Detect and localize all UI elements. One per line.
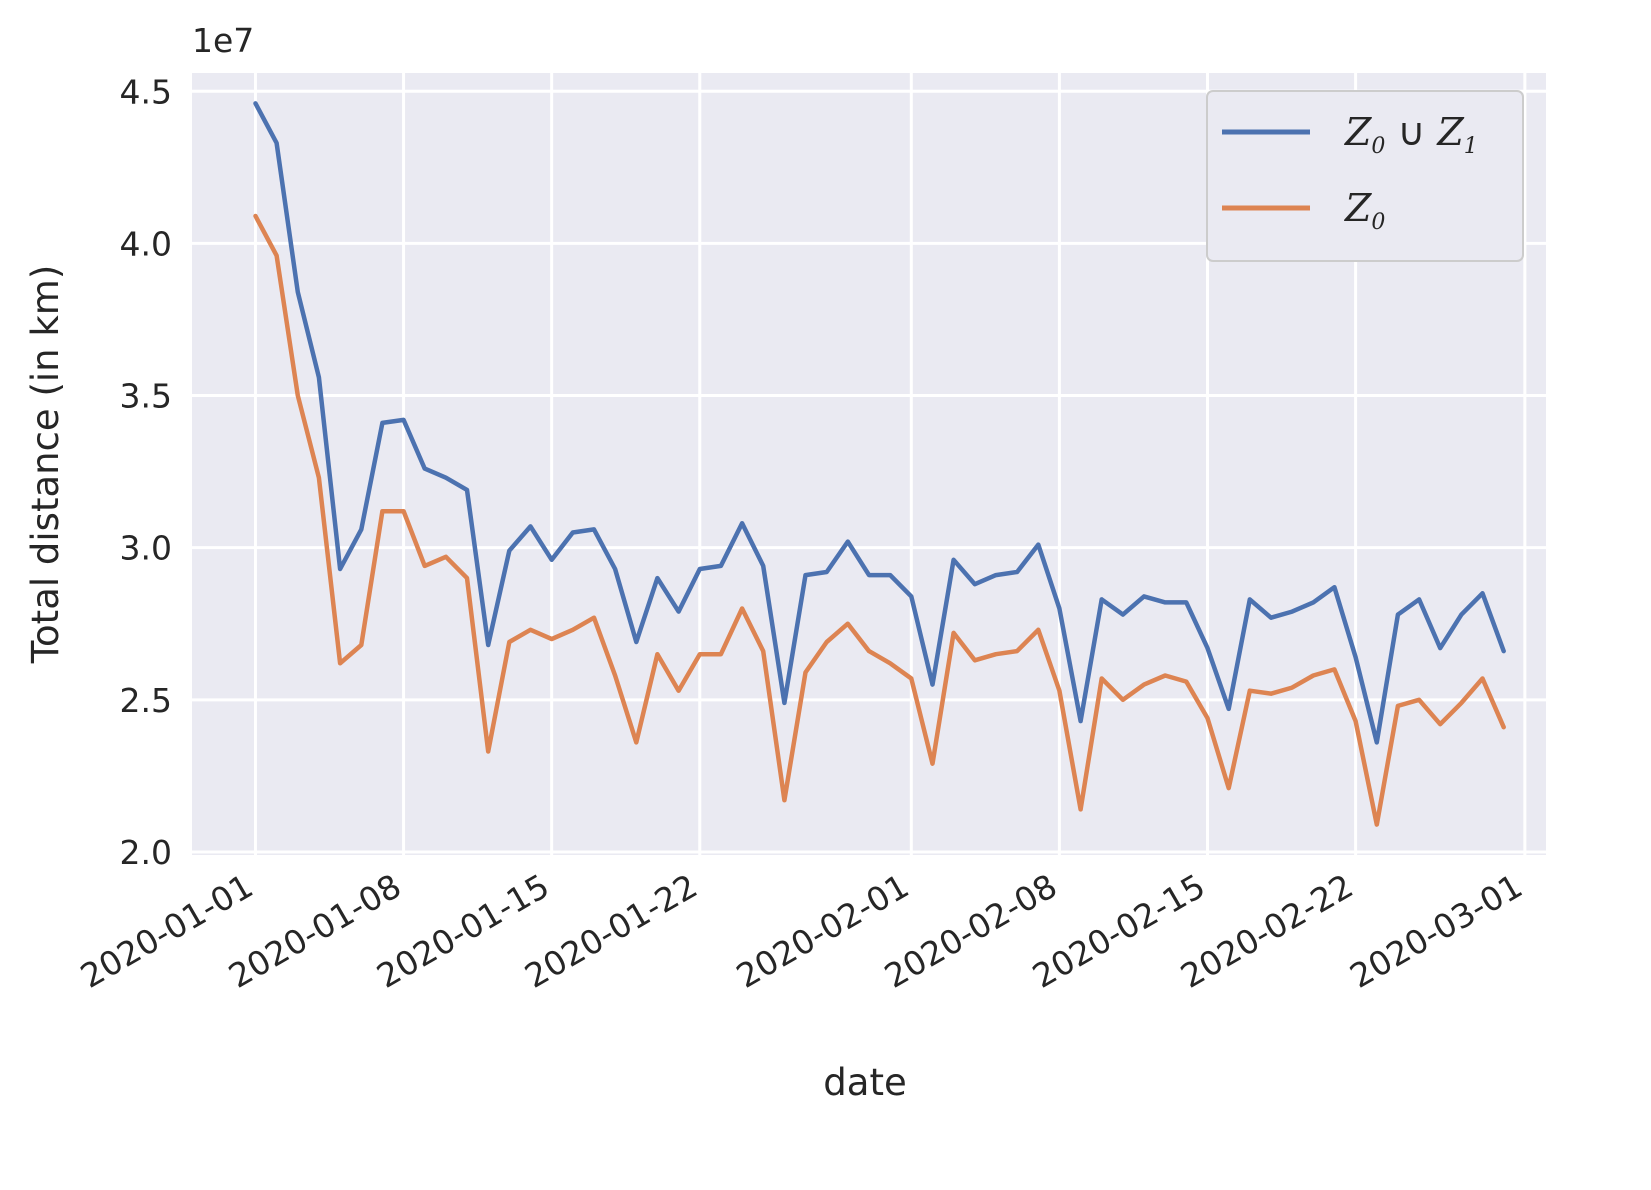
y-tick-label: 4.5 — [120, 72, 172, 111]
series-line-2 — [253, 213, 1506, 827]
y-tick-label: 2.5 — [120, 681, 172, 720]
y-tick-label: 4.0 — [120, 224, 172, 263]
y-axis-title: Total distance (in km) — [24, 265, 67, 665]
legend: Z0 ∪ Z1 Z0 — [1206, 90, 1524, 262]
series-lines — [253, 101, 1506, 827]
legend-label-series-2: Z0 — [1344, 186, 1385, 235]
legend-label-series-1: Z0 ∪ Z1 — [1344, 110, 1478, 159]
x-tick-labels: 2020-01-012020-01-082020-01-152020-01-22… — [74, 866, 1529, 996]
series-line-1 — [253, 101, 1506, 745]
x-axis-title: date — [823, 1061, 906, 1104]
x-tick-label: 2020-03-01 — [1343, 866, 1529, 996]
y-tick-label: 2.0 — [120, 833, 172, 872]
y-tick-labels: 2.0 2.5 3.0 3.5 4.0 4.5 — [120, 72, 172, 872]
y-tick-label: 3.5 — [120, 377, 172, 416]
y-offset-label: 1e7 — [192, 21, 254, 60]
y-tick-label: 3.0 — [120, 529, 172, 568]
